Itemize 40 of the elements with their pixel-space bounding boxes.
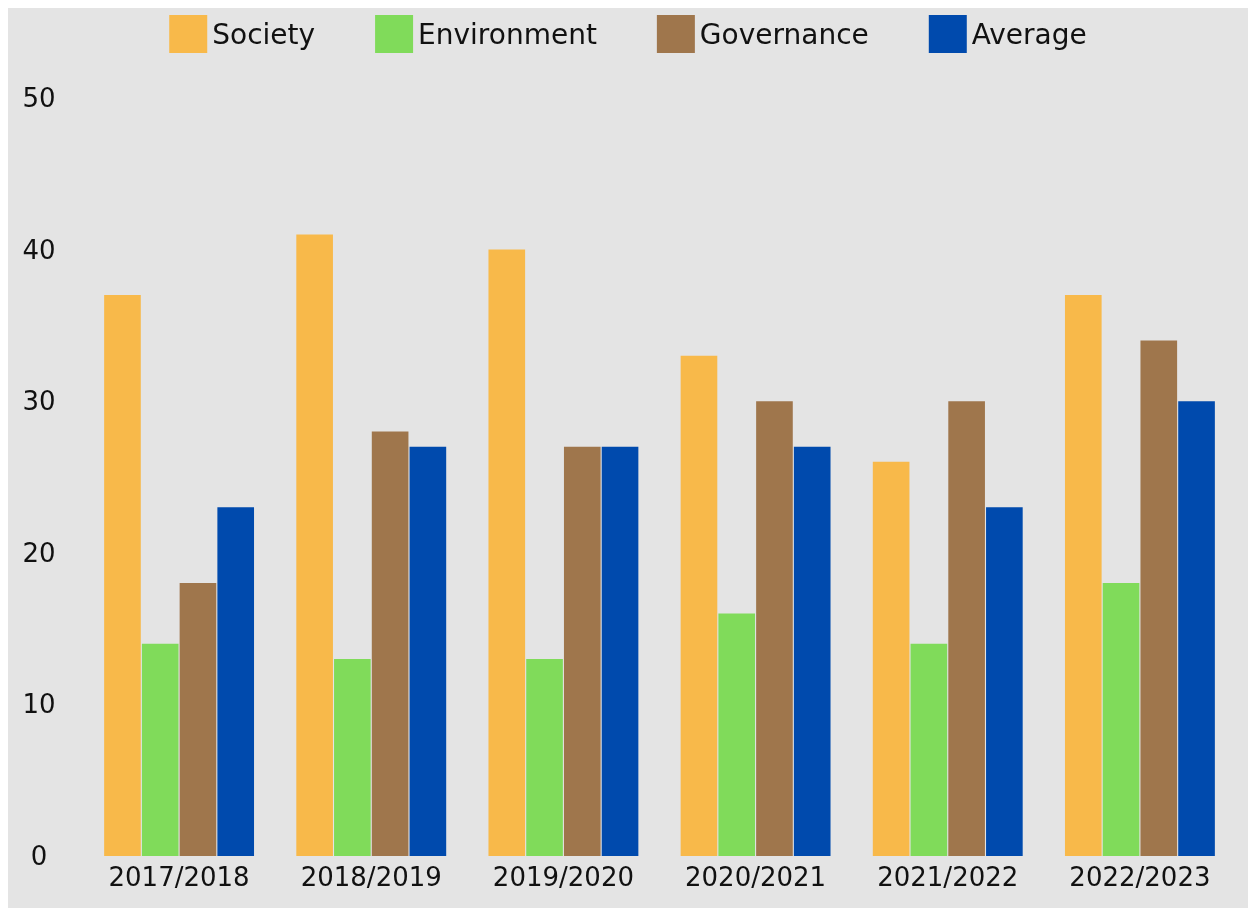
bar xyxy=(141,643,179,856)
bar xyxy=(1140,340,1178,856)
bar xyxy=(793,446,831,856)
bar xyxy=(680,355,718,856)
bar xyxy=(910,643,948,856)
legend-label: Society xyxy=(212,17,316,51)
bar xyxy=(296,234,333,856)
y-tick-label: 10 xyxy=(22,689,56,720)
bar xyxy=(334,658,371,856)
bar xyxy=(1102,583,1140,856)
y-tick-label: 40 xyxy=(22,234,56,265)
x-tick-label: 2019/2020 xyxy=(492,862,634,892)
bar xyxy=(601,446,639,856)
y-tick-label: 30 xyxy=(22,386,56,417)
x-tick-label: 2020/2021 xyxy=(685,862,827,892)
bar xyxy=(986,507,1023,856)
x-tick-label: 2018/2019 xyxy=(300,862,442,892)
bar xyxy=(756,401,793,856)
y-tick-label: 50 xyxy=(22,83,56,113)
legend-label: Governance xyxy=(699,17,869,51)
bar xyxy=(872,461,910,856)
bar xyxy=(179,583,217,856)
bar xyxy=(948,401,985,856)
x-tick-label: 2021/2022 xyxy=(877,862,1019,892)
y-tick-label: 0 xyxy=(30,841,48,871)
bar xyxy=(563,446,601,856)
bar xyxy=(409,446,447,856)
x-tick-label: 2017/2018 xyxy=(108,862,250,892)
bar xyxy=(1178,401,1215,856)
bar xyxy=(488,249,526,856)
y-tick-label: 20 xyxy=(22,537,56,568)
bar xyxy=(371,431,409,856)
legend-label: Environment xyxy=(418,17,597,51)
x-tick-label: 2022/2023 xyxy=(1069,862,1211,892)
bar xyxy=(104,295,141,856)
bar xyxy=(526,658,563,856)
bar xyxy=(1064,295,1102,856)
bar xyxy=(217,507,255,856)
legend-label: Average xyxy=(971,17,1087,51)
bar xyxy=(718,613,756,856)
